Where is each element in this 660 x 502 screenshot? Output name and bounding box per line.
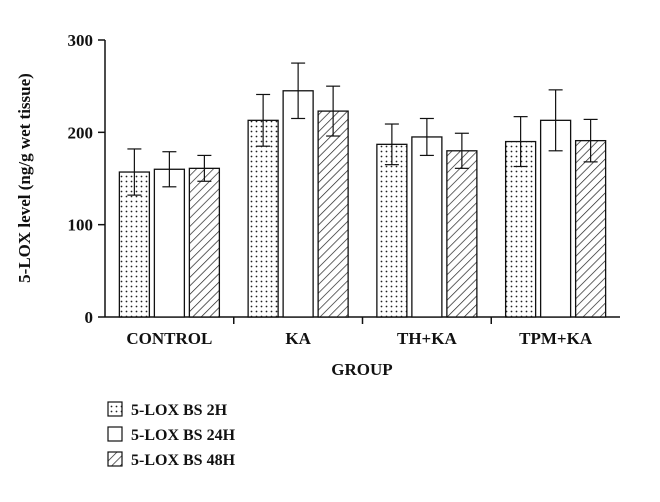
category-label: CONTROL — [126, 329, 212, 348]
error-bar — [419, 117, 434, 157]
bar — [446, 150, 478, 318]
legend-swatch — [107, 451, 123, 467]
error-bar — [548, 89, 563, 152]
bar — [317, 110, 349, 318]
legend: 5-LOX BS 2H 5-LOX BS 24H 5-LOX BS 48H — [107, 401, 236, 469]
y-ticks: 0 100 200 300 — [68, 31, 105, 327]
error-bar — [197, 154, 212, 182]
legend-label: 5-LOX BS 48H — [131, 452, 236, 469]
legend-swatch — [107, 426, 123, 442]
legend-swatch — [107, 401, 123, 417]
bar — [118, 171, 151, 318]
y-tick-label: 200 — [68, 123, 94, 142]
bars — [118, 90, 607, 318]
error-bar — [583, 118, 598, 163]
error-bar — [326, 85, 341, 137]
category-label: KA — [285, 329, 311, 348]
error-bar — [291, 62, 306, 120]
error-bar — [256, 93, 271, 147]
error-bar — [384, 123, 399, 166]
error-bar — [513, 116, 528, 168]
bar — [376, 143, 408, 318]
y-tick-label: 300 — [68, 31, 94, 50]
y-tick-label: 0 — [85, 308, 94, 327]
y-axis-title: 5-LOX level (ng/g wet tissue) — [15, 73, 34, 283]
category-label: TPM+KA — [519, 329, 593, 348]
error-bars — [127, 62, 598, 196]
legend-label: 5-LOX BS 2H — [131, 402, 228, 419]
bar — [539, 119, 572, 318]
bar — [504, 140, 537, 318]
error-bar — [127, 148, 142, 196]
legend-item: 5-LOX BS 24H — [107, 426, 236, 444]
legend-label: 5-LOX BS 24H — [131, 427, 236, 444]
bar — [574, 139, 607, 318]
legend-item: 5-LOX BS 48H — [107, 451, 236, 469]
x-axis-title: GROUP — [331, 360, 392, 379]
bar — [411, 136, 443, 318]
bar — [153, 168, 186, 318]
bar — [282, 90, 314, 318]
legend-item: 5-LOX BS 2H — [107, 401, 228, 419]
error-bar — [454, 132, 469, 169]
bar — [188, 167, 221, 318]
category-labels: CONTROL KA TH+KA TPM+KA — [126, 317, 593, 348]
bar — [247, 119, 279, 318]
error-bar — [162, 151, 177, 188]
y-tick-label: 100 — [68, 216, 94, 235]
category-label: TH+KA — [397, 329, 457, 348]
